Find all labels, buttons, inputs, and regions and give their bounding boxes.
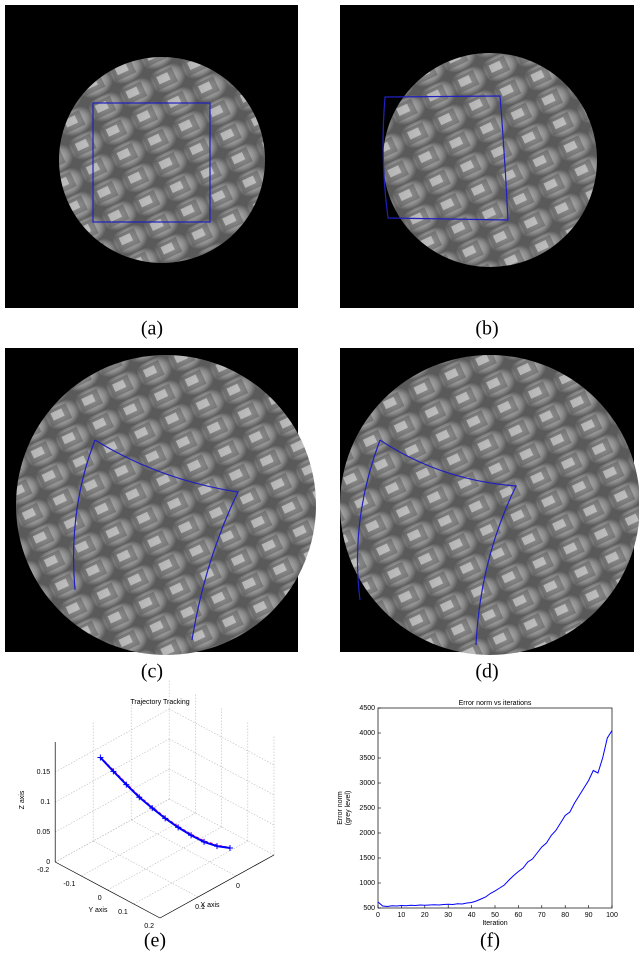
grid-line xyxy=(169,768,275,826)
y-tick-label: -0.1 xyxy=(63,881,75,888)
y-tick-label: 3000 xyxy=(359,780,375,787)
y-tick-label: 1000 xyxy=(359,880,375,887)
y-tick-label: 2500 xyxy=(359,805,375,812)
grid-line xyxy=(107,826,222,891)
x-tick-label: 0 xyxy=(376,912,380,919)
x-tick-label: 10 xyxy=(398,912,406,919)
x-tick-label: 20 xyxy=(421,912,429,919)
z-tick-label: 0.1 xyxy=(40,799,50,806)
marker xyxy=(201,838,208,845)
image-d xyxy=(340,348,639,655)
grid-line xyxy=(169,738,275,796)
grid-line xyxy=(93,840,199,898)
x-tick-label: 90 xyxy=(585,912,593,919)
image-c xyxy=(5,348,316,655)
y-tick-label: 4500 xyxy=(359,705,375,712)
plot-frame xyxy=(377,707,613,909)
grid-line xyxy=(133,840,248,905)
caption: (c) xyxy=(141,661,163,683)
grid-line xyxy=(55,798,170,863)
caption: (b) xyxy=(475,318,498,340)
y-axis-label: Error norm xyxy=(337,791,344,825)
caption: (f) xyxy=(480,930,500,952)
grid-line xyxy=(131,819,237,877)
image-b xyxy=(340,5,634,308)
z-tick-label: 0.15 xyxy=(37,769,51,776)
marker xyxy=(214,843,221,850)
marker xyxy=(162,815,169,822)
marker xyxy=(97,754,104,761)
z-tick-label: 0.05 xyxy=(37,829,51,836)
x-tick-label: 100 xyxy=(606,912,618,919)
y-tick-label: 0.1 xyxy=(118,909,128,916)
caption: (d) xyxy=(475,661,498,683)
y-tick-label: 500 xyxy=(363,905,375,912)
x-tick-label: 70 xyxy=(538,912,546,919)
grid-line xyxy=(55,768,170,833)
axis-line xyxy=(55,861,161,919)
y-tick-label: 0 xyxy=(98,895,102,902)
x-tick-label: 40 xyxy=(468,912,476,919)
marker xyxy=(123,781,130,788)
marker xyxy=(226,845,233,851)
y-tick-label: 3500 xyxy=(359,755,375,762)
trajectory xyxy=(99,756,231,849)
axis-line xyxy=(159,854,275,919)
grid-line xyxy=(55,708,170,773)
y-tick-label: 4000 xyxy=(359,730,375,737)
marker xyxy=(149,805,156,812)
x-axis-label: X axis xyxy=(200,902,220,909)
y-tick-label: 0.2 xyxy=(144,923,154,930)
image-a xyxy=(5,5,298,308)
caption: (a) xyxy=(141,318,163,340)
trajectory xyxy=(99,756,231,849)
y-axis-label: Y axis xyxy=(89,907,108,914)
marker xyxy=(136,794,143,801)
marker xyxy=(110,768,117,775)
z-tick-label: 0 xyxy=(46,859,50,866)
z-axis-label: Z axis xyxy=(19,790,26,809)
x-tick-label: 0.1 xyxy=(195,904,205,911)
x-tick-label: 80 xyxy=(561,912,569,919)
grid-line xyxy=(55,738,170,803)
marker xyxy=(188,832,195,839)
grid-line xyxy=(169,708,275,766)
x-tick-label: 30 xyxy=(444,912,452,919)
grid-line xyxy=(169,798,275,856)
y-tick-label: -0.2 xyxy=(37,867,49,874)
chart-title: Error norm vs iterations xyxy=(459,700,532,707)
caption: (e) xyxy=(144,930,166,952)
chart-title: Trajectory Tracking xyxy=(130,699,189,706)
x-tick-label: 50 xyxy=(491,912,499,919)
marker xyxy=(175,824,182,831)
y-tick-label: 1500 xyxy=(359,855,375,862)
y-axis-label: (grey level) xyxy=(345,791,352,826)
line xyxy=(377,730,613,908)
y-tick-label: 2000 xyxy=(359,830,375,837)
x-axis-label: Iteration xyxy=(482,920,507,927)
x-tick-label: 0 xyxy=(236,883,240,890)
x-tick-label: 60 xyxy=(515,912,523,919)
grid-line xyxy=(81,812,196,877)
